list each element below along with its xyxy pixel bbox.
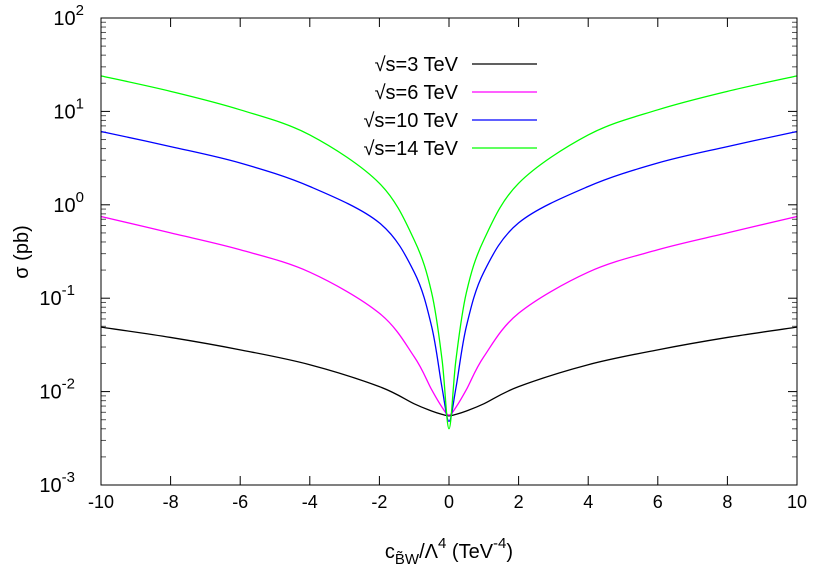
legend-label: √s=6 TeV <box>375 82 459 104</box>
y-tick-base: 10 <box>39 288 61 310</box>
legend-label: √s=10 TeV <box>363 110 458 132</box>
x-tick-label: -10 <box>88 492 114 512</box>
y-tick-exponent: -2 <box>62 376 75 393</box>
y-tick-label: 10-3 <box>39 469 75 497</box>
series-line <box>100 130 798 423</box>
y-tick-base: 10 <box>39 475 61 497</box>
y-tick-base: 10 <box>53 8 75 30</box>
x-tick-label: 4 <box>583 492 593 512</box>
y-tick-base: 10 <box>39 382 61 404</box>
x-tick-label: 0 <box>444 492 454 512</box>
x-label-unit-sup: -4 <box>493 535 506 552</box>
y-tick-base: 10 <box>53 101 75 123</box>
x-tick-label: 10 <box>787 492 807 512</box>
legend: √s=3 TeV √s=6 TeV √s=10 TeV √s=14 TeV <box>363 54 537 160</box>
y-tick-label: 10-1 <box>39 282 75 310</box>
x-label-sub: B̃W <box>395 551 420 568</box>
series-line <box>100 215 798 416</box>
x-tick-label: -8 <box>163 492 179 512</box>
x-tick-labels: -10 -8 -6 -4 -2 0 2 4 6 8 10 <box>88 492 807 512</box>
y-tick-exponent: 2 <box>76 2 84 19</box>
x-tick-label: 6 <box>653 492 663 512</box>
y-tick-exponent: 1 <box>76 95 84 112</box>
x-tick-label: -4 <box>302 492 318 512</box>
y-tick-base: 10 <box>53 195 75 217</box>
x-tick-label: -2 <box>371 492 387 512</box>
x-tick-label: 8 <box>722 492 732 512</box>
x-tick-label: 2 <box>514 492 524 512</box>
y-tick-label: 102 <box>53 2 84 30</box>
x-label-unit-close: ) <box>506 541 513 563</box>
y-axis-label: σ (pb) <box>11 225 33 278</box>
y-tick-exponent: -3 <box>62 469 75 486</box>
x-axis-label: cB̃W/Λ4 (TeV-4) <box>385 535 513 568</box>
y-tick-exponent: -1 <box>62 282 75 299</box>
plot-frame <box>100 17 798 486</box>
x-label-unit-open: (TeV <box>446 541 493 563</box>
series-curves <box>100 75 798 430</box>
series-line <box>100 326 798 417</box>
legend-label: √s=14 TeV <box>363 138 458 160</box>
x-label-main: c <box>385 541 395 563</box>
y-tick-label: 100 <box>53 189 84 217</box>
x-tick-label: -6 <box>232 492 248 512</box>
x-label-mid: /Λ <box>419 541 439 563</box>
legend-label: √s=3 TeV <box>375 54 459 76</box>
x-label-sup: 4 <box>438 535 446 552</box>
y-tick-exponent: 0 <box>76 189 84 206</box>
y-tick-label: 10-2 <box>39 376 75 404</box>
y-tick-label: 101 <box>53 95 84 123</box>
series-line <box>100 75 798 430</box>
